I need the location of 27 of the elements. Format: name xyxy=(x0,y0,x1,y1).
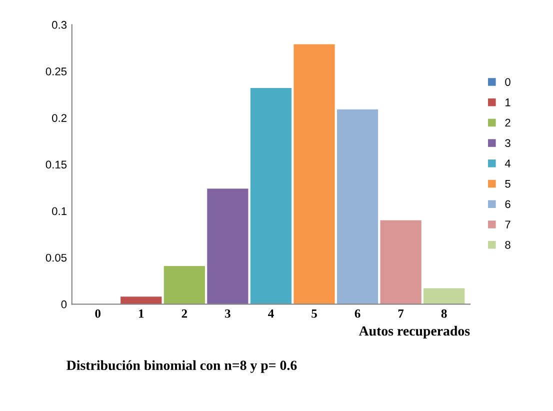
legend-label: 7 xyxy=(505,220,510,228)
x-tick-label: 1 xyxy=(139,309,144,318)
y-tick-label: 0.1 xyxy=(52,207,66,216)
legend-label: 8 xyxy=(505,240,510,249)
legend-label: 6 xyxy=(505,200,510,208)
y-tick-label: 0.05 xyxy=(46,254,67,262)
legend-label: 0 xyxy=(505,78,510,86)
y-tick-label: 0 xyxy=(61,300,67,308)
x-tick-label: 7 xyxy=(398,309,404,318)
x-tick-label: 8 xyxy=(441,309,447,318)
x-tick-label: 2 xyxy=(182,309,187,318)
y-tick-label: 0.25 xyxy=(46,68,67,76)
text: Distribución binomial con n=8 y p= 0.6 xyxy=(66,360,297,373)
x-tick-label: 3 xyxy=(225,309,230,318)
y-tick-label: 0.15 xyxy=(46,160,67,169)
y-tick-label: 0.2 xyxy=(52,114,66,122)
x-tick-label: 5 xyxy=(312,309,317,318)
legend-label: 5 xyxy=(505,180,510,188)
x-tick-label: 0 xyxy=(95,309,101,318)
legend-label: 2 xyxy=(505,118,510,127)
legend-label: 1 xyxy=(506,98,510,106)
legend-label: 4 xyxy=(504,160,511,168)
legend-label: 3 xyxy=(505,139,510,148)
x-axis-title: Autos recuperados xyxy=(358,326,470,338)
x-tick-label: 4 xyxy=(268,309,274,318)
y-tick-label: 0.3 xyxy=(52,20,67,29)
x-tick-label: 6 xyxy=(354,309,360,318)
